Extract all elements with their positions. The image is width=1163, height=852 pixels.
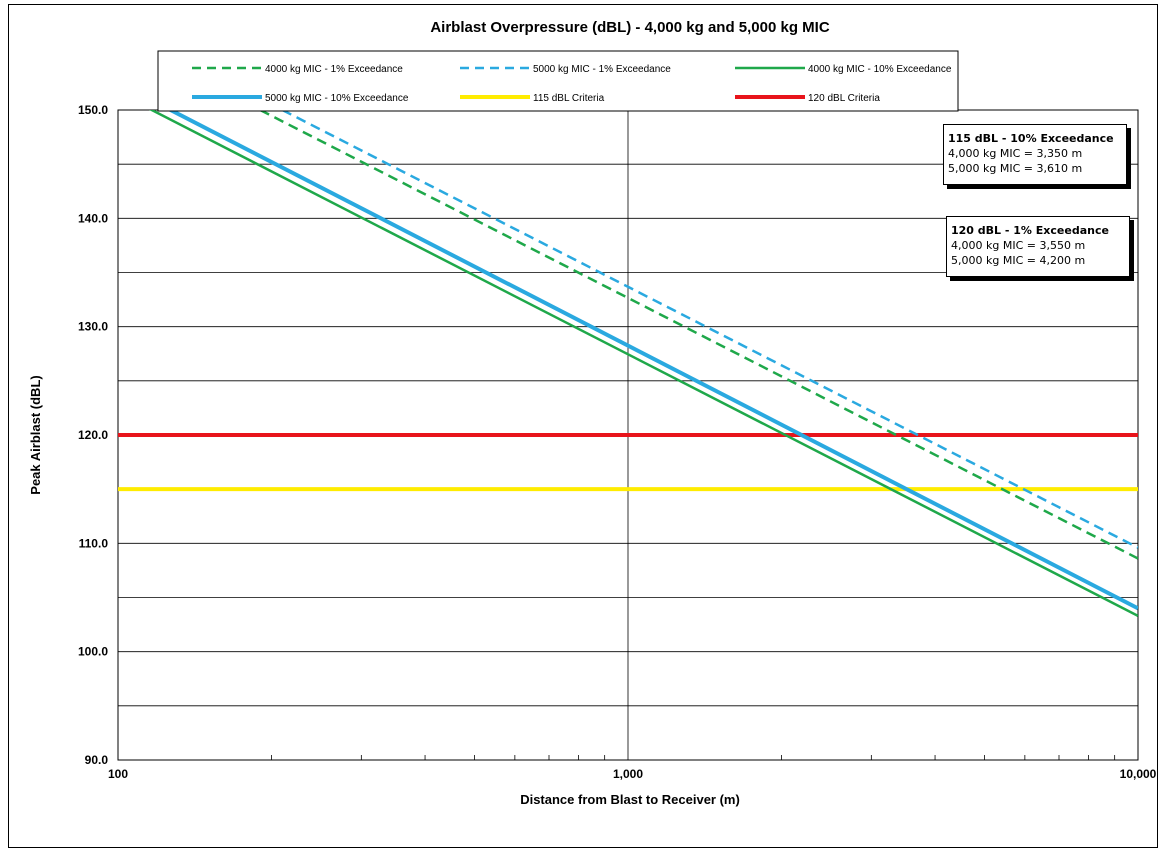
annotation-2-line-2: 5,000 kg MIC = 4,200 m [951,254,1086,267]
x-axis-label: Distance from Blast to Receiver (m) [520,792,740,807]
legend-label: 4000 kg MIC - 1% Exceedance [265,64,403,75]
annotation-box-1: 115 dBL - 10% Exceedance 4,000 kg MIC = … [943,124,1127,185]
y-tick-label: 90.0 [85,753,109,767]
y-tick-label: 100.0 [78,645,108,659]
series-group [118,110,1138,618]
y-tick-label: 140.0 [78,211,108,225]
annotation-1-title: 115 dBL - 10% Exceedance [948,132,1114,145]
chart-frame [8,4,1158,848]
series-line [281,110,1138,549]
y-tick-label: 120.0 [78,428,108,442]
series-line [166,110,1138,611]
x-tick-label: 10,000 [1120,767,1157,781]
annotation-2-line-1: 4,000 kg MIC = 3,550 m [951,239,1086,252]
annotation-1-line-1: 4,000 kg MIC = 3,350 m [948,147,1083,160]
y-tick-labels: 90.0 100.0 110.0 120.0 130.0 140.0 150.0 [78,103,108,767]
chart-title: Airblast Overpressure (dBL) - 4,000 kg a… [430,19,829,36]
series-line [149,110,1138,618]
y-tick-label: 150.0 [78,103,108,117]
legend-label: 120 dBL Criteria [808,93,880,104]
y-tick-label: 130.0 [78,320,108,334]
annotation-2-title: 120 dBL - 1% Exceedance [951,224,1109,237]
legend-label: 115 dBL Criteria [533,93,605,104]
x-tick-label: 1,000 [613,767,643,781]
x-tick-label: 100 [108,767,128,781]
legend-label: 4000 kg MIC - 10% Exceedance [808,64,952,75]
annotation-1-line-2: 5,000 kg MIC = 3,610 m [948,162,1083,175]
legend: 4000 kg MIC - 1% Exceedance 5000 kg MIC -… [192,64,952,104]
series-line [259,110,1138,560]
y-axis-label: Peak Airblast (dBL) [28,375,43,494]
legend-label: 5000 kg MIC - 10% Exceedance [265,93,409,104]
y-tick-label: 110.0 [79,536,109,550]
legend-box [157,50,959,112]
x-tick-labels: 100 1,000 10,000 [108,767,1157,781]
annotation-box-2: 120 dBL - 1% Exceedance 4,000 kg MIC = 3… [946,216,1130,277]
legend-label: 5000 kg MIC - 1% Exceedance [533,64,671,75]
